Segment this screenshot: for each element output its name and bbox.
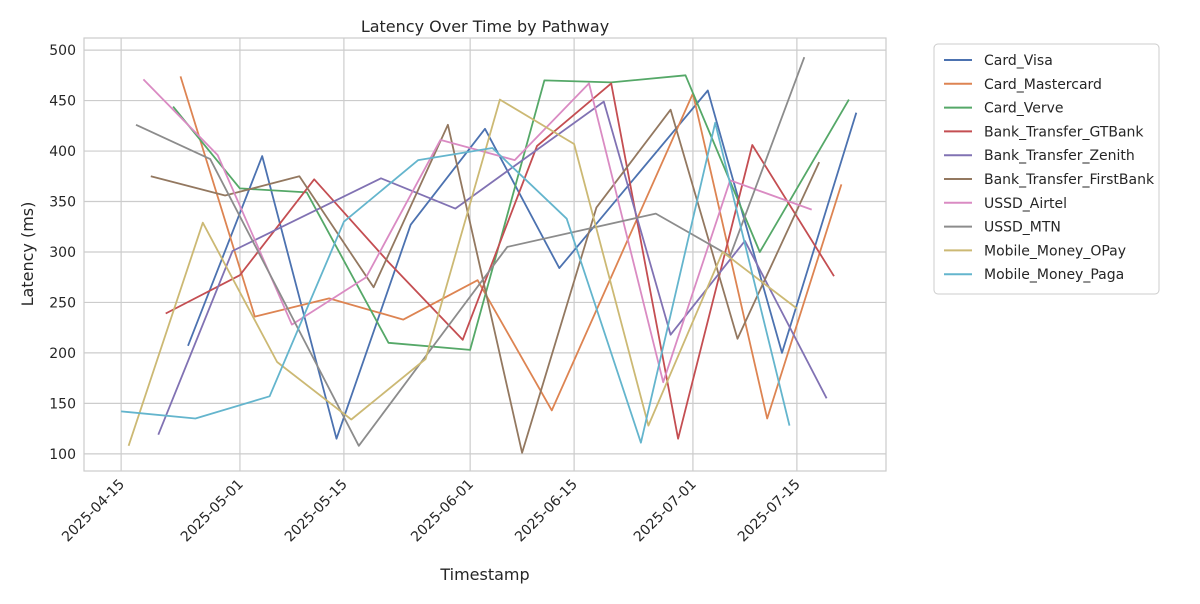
- legend-box: [933, 43, 1160, 295]
- series-line-ussd-mtn: [135, 56, 806, 447]
- series-line-bank-transfer-firstbank: [150, 108, 821, 454]
- chart-title: Latency Over Time by Pathway: [361, 17, 609, 36]
- series-line-bank-transfer-gtbank: [165, 82, 835, 440]
- y-tick-label: 400: [49, 144, 76, 160]
- y-axis-label: Latency (ms): [18, 202, 37, 307]
- y-tick-label: 100: [49, 447, 76, 463]
- series-line-card-mastercard: [179, 76, 843, 420]
- series-lines: [121, 56, 858, 454]
- y-tick-label: 150: [49, 396, 76, 412]
- legend-label: Mobile_Money_Paga: [984, 267, 1124, 283]
- y-tick-label: 350: [49, 195, 76, 211]
- y-tick-label: 500: [49, 43, 76, 59]
- legend-label: Mobile_Money_OPay: [984, 243, 1126, 259]
- series-line-mobile-money-paga: [121, 121, 791, 444]
- plot-area-frame: [83, 37, 887, 472]
- legend-label: Bank_Transfer_Zenith: [984, 148, 1135, 164]
- legend: Card_Visa Card_Mastercard Card_Verve Bank_T…: [933, 43, 1160, 295]
- series-line-mobile-money-opay: [127, 98, 798, 447]
- legend-label: USSD_MTN: [984, 220, 1061, 236]
- series-line-card-verve: [172, 74, 850, 351]
- legend-label: Bank_Transfer_FirstBank: [984, 172, 1155, 188]
- legend-label: Bank_Transfer_GTBank: [984, 124, 1144, 140]
- y-tick-label: 200: [49, 346, 76, 362]
- y-tick-label: 300: [49, 245, 76, 261]
- y-tick-label: 450: [49, 94, 76, 110]
- legend-label: Card_Verve: [984, 101, 1064, 117]
- series-line-bank-transfer-zenith: [157, 100, 828, 436]
- legend-label: Card_Mastercard: [984, 77, 1102, 93]
- legend-label: USSD_Airtel: [984, 196, 1067, 212]
- legend-label: Card_Visa: [984, 53, 1053, 69]
- gridlines: [84, 38, 886, 471]
- y-tick-label: 250: [49, 295, 76, 311]
- x-axis-label: Timestamp: [439, 565, 529, 584]
